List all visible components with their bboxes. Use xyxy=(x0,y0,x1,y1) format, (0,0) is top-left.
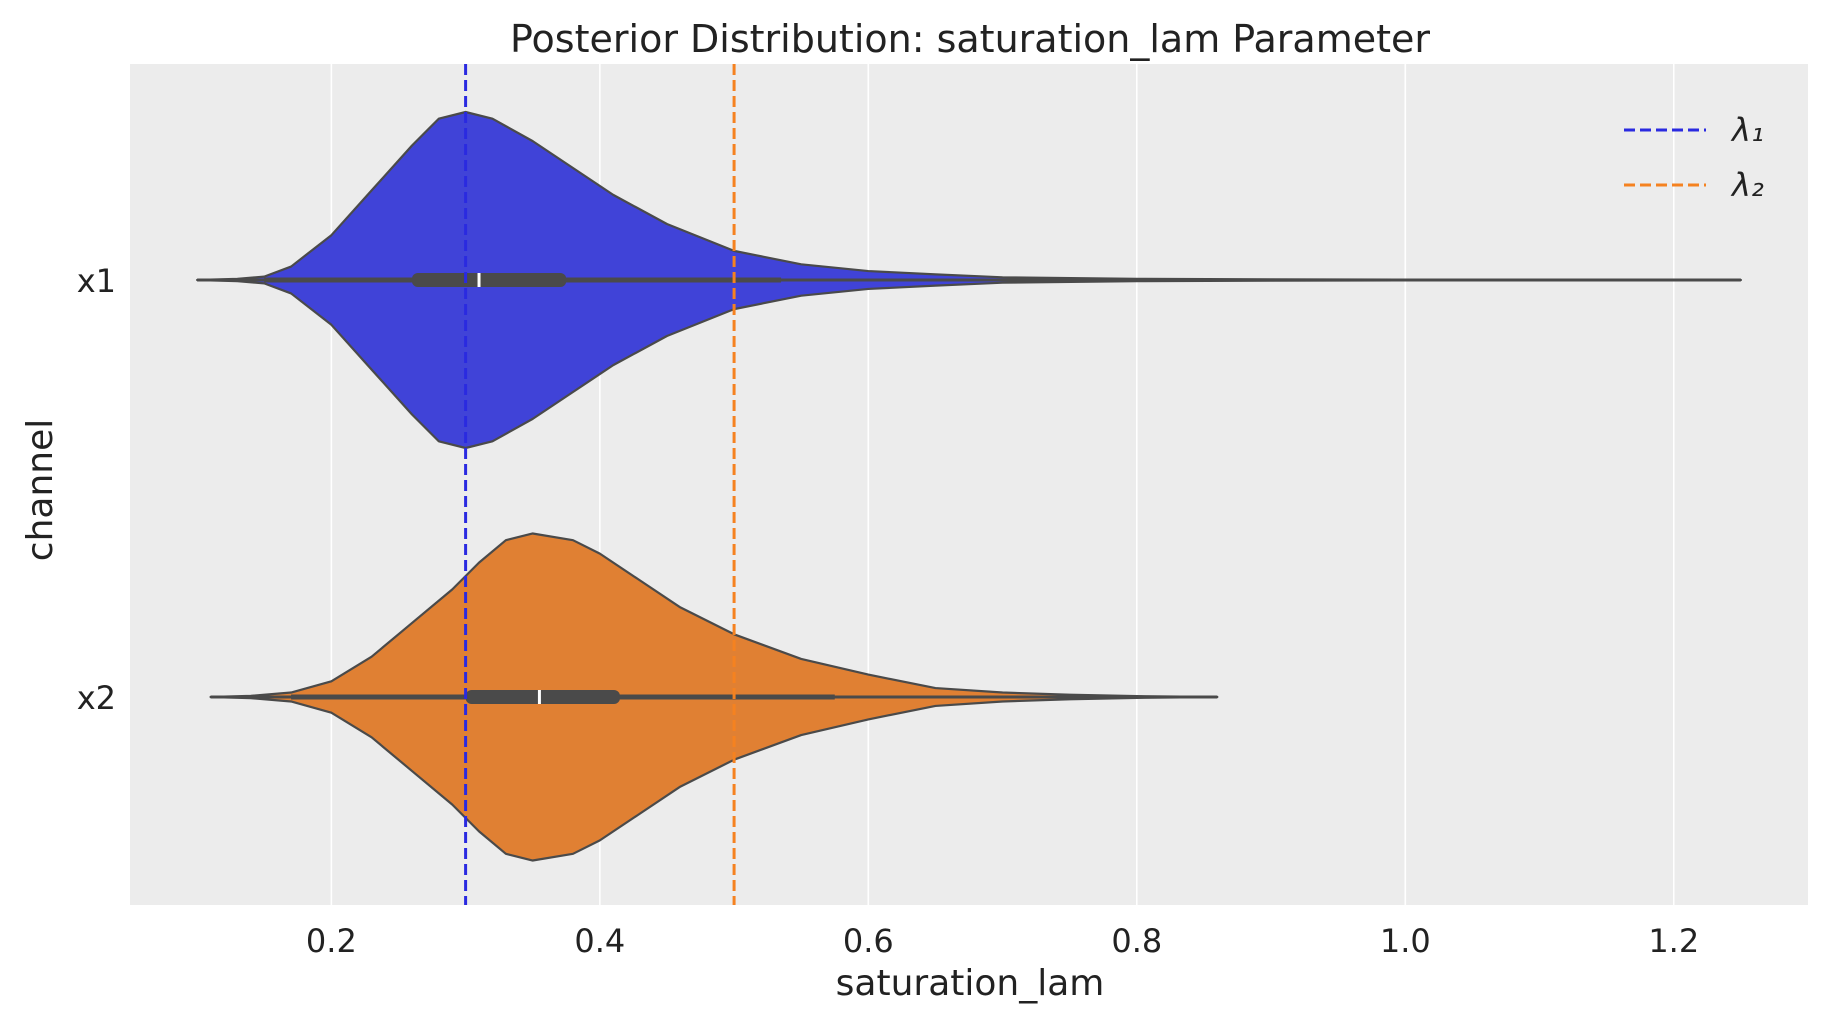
axis-ticks: 0.2 0.4 0.6 0.8 1.0 1.2 x1 x2 xyxy=(77,262,1700,960)
violin-iqr-box xyxy=(465,690,620,704)
x-tick-label: 1.0 xyxy=(1380,922,1431,960)
x-tick-label: 0.2 xyxy=(306,922,357,960)
x-tick-label: 0.6 xyxy=(843,922,894,960)
legend-label: λ₂ xyxy=(1730,166,1764,204)
x-tick-label: 0.8 xyxy=(1111,922,1162,960)
x-tick-label: 0.4 xyxy=(574,922,625,960)
y-axis-label: channel xyxy=(20,419,61,561)
y-tick-label: x2 xyxy=(77,679,116,717)
chart-title: Posterior Distribution: saturation_lam P… xyxy=(510,17,1430,61)
violin-x1 xyxy=(196,110,1742,450)
legend-label: λ₁ xyxy=(1730,111,1764,149)
y-tick-label: x1 xyxy=(77,262,116,300)
violins xyxy=(196,110,1742,862)
violin-x2 xyxy=(209,532,1219,862)
reference-lines xyxy=(464,64,736,905)
violin-iqr-box xyxy=(411,273,567,287)
x-tick-label: 1.2 xyxy=(1648,922,1699,960)
legend: λ₁ λ₂ xyxy=(1624,111,1764,204)
x-axis-label: saturation_lam xyxy=(836,963,1105,1004)
